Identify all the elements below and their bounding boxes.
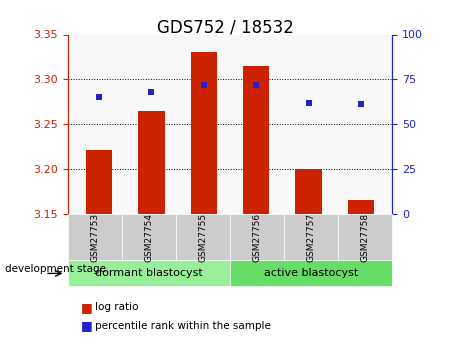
Text: log ratio: log ratio [95,302,138,312]
Text: ■: ■ [81,319,93,333]
Text: GSM27758: GSM27758 [361,213,370,262]
Text: GSM27754: GSM27754 [144,213,153,262]
Bar [295,169,322,214]
Bar [348,200,374,214]
Text: GSM27757: GSM27757 [307,213,316,262]
Text: development stage: development stage [5,264,106,274]
Text: percentile rank within the sample: percentile rank within the sample [95,321,271,331]
Text: GSM27756: GSM27756 [253,213,262,262]
Bar [191,52,217,214]
Text: dormant blastocyst: dormant blastocyst [95,268,202,278]
Text: ■: ■ [81,300,93,314]
Bar [86,150,112,214]
Text: GDS752 / 18532: GDS752 / 18532 [157,19,294,37]
Text: GSM27753: GSM27753 [90,213,99,262]
Bar [243,66,269,214]
Bar [138,111,165,214]
Text: GSM27755: GSM27755 [198,213,207,262]
Text: active blastocyst: active blastocyst [264,268,358,278]
